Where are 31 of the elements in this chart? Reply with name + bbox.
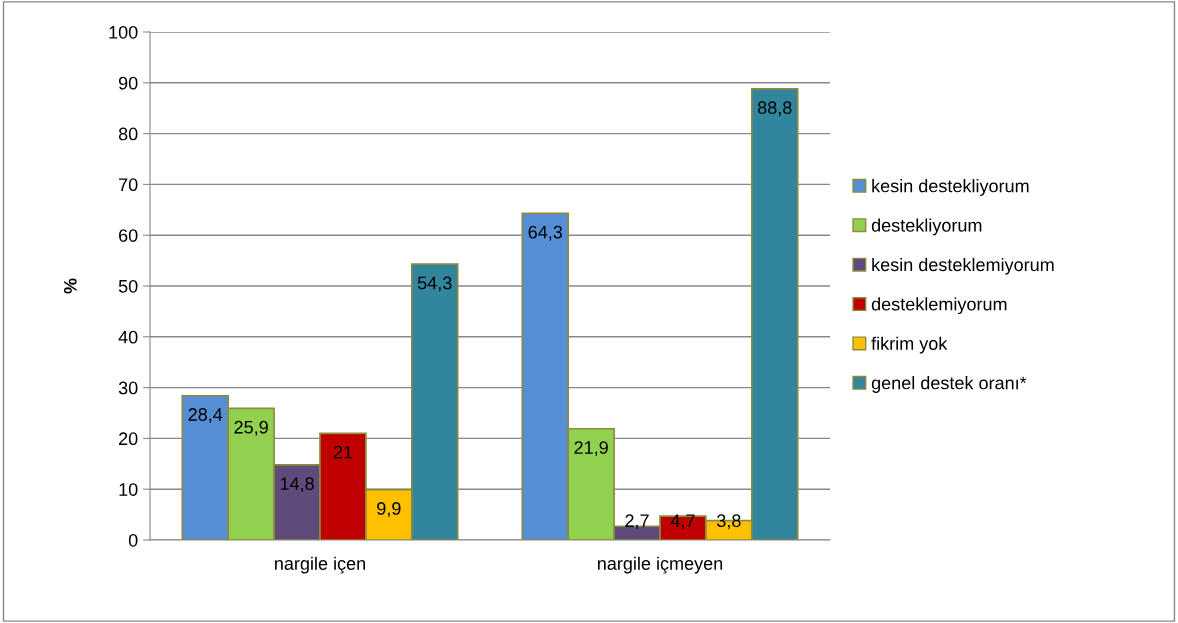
y-tick-label: 90 (118, 76, 138, 90)
x-tick-label: nargile içmeyen (597, 556, 723, 574)
y-tick-label: 100 (109, 25, 138, 39)
y-tick-label: 70 (119, 178, 138, 192)
legend-label: kesin destekliyorum (872, 179, 1029, 196)
data-label: 2,7 (625, 514, 649, 530)
y-tick-label: 50 (118, 279, 138, 293)
legend-label: destekliyorum (871, 218, 982, 236)
data-label: 88,8 (757, 101, 792, 117)
y-tick-label: 60 (119, 229, 138, 242)
data-label: 21,9 (574, 441, 608, 457)
y-tick-label: 80 (118, 127, 138, 141)
data-label: 14,8 (280, 477, 314, 493)
data-label: 28,4 (188, 408, 223, 424)
data-label: 54,3 (417, 276, 452, 292)
data-label: 21 (333, 445, 353, 459)
data-label: 64,3 (528, 225, 563, 241)
legend-label: desteklemiyorum (871, 297, 1007, 315)
legend-label: kesin desteklemiyorum (872, 257, 1054, 275)
data-label: 9,9 (377, 502, 401, 518)
y-tick-label: 10 (119, 483, 138, 496)
data-label: 4,7 (670, 514, 695, 530)
y-tick-label: 20 (119, 432, 138, 446)
y-axis-title: % (63, 278, 77, 294)
y-tick-label: 30 (118, 381, 138, 395)
x-tick-label: nargile içen (275, 556, 365, 574)
y-tick-label: 40 (118, 330, 138, 344)
data-label: 25,9 (234, 420, 268, 436)
legend-label: fikrim yok (871, 336, 948, 354)
legend-label: genel destek oranı* (871, 376, 1027, 393)
y-tick-label: 0 (128, 533, 138, 547)
